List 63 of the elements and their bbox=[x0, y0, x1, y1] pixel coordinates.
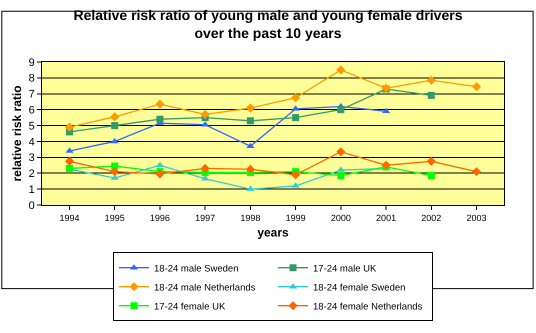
point bbox=[156, 162, 164, 168]
y-tick-label: 7 bbox=[28, 88, 35, 101]
point bbox=[200, 110, 210, 119]
x-tick-label: 1995 bbox=[104, 212, 125, 223]
y-tick-label: 4 bbox=[28, 136, 35, 148]
x-tick-label: 1999 bbox=[286, 212, 306, 223]
point bbox=[291, 93, 300, 102]
point bbox=[201, 121, 210, 127]
point bbox=[64, 122, 74, 132]
x-tick-label: 2003 bbox=[466, 212, 487, 223]
point bbox=[426, 76, 436, 85]
y-axis-title: relative risk ratio bbox=[10, 85, 24, 182]
point bbox=[246, 104, 255, 113]
y-tick-label: 9 bbox=[28, 56, 35, 69]
point bbox=[426, 156, 436, 166]
point bbox=[291, 170, 300, 180]
y-tick-label: 1 bbox=[28, 184, 35, 196]
point bbox=[111, 122, 118, 130]
x-tick-label: 2002 bbox=[421, 212, 442, 223]
point bbox=[200, 164, 210, 174]
legend-label: 18-24 male Sweden bbox=[154, 263, 238, 274]
y-tick-label: 8 bbox=[28, 72, 35, 85]
legend-label: 18-24 male Netherlands bbox=[154, 282, 256, 294]
point bbox=[336, 147, 346, 156]
point bbox=[156, 116, 164, 123]
point bbox=[110, 112, 120, 122]
chart-title: Relative risk ratio of young male and young female drivers over the past 10 years bbox=[73, 6, 463, 42]
point bbox=[155, 100, 164, 109]
x-tick-label: 1994 bbox=[59, 212, 80, 223]
point bbox=[201, 175, 210, 181]
point bbox=[337, 106, 344, 114]
point bbox=[428, 92, 435, 99]
y-tick-label: 3 bbox=[28, 152, 35, 164]
point bbox=[337, 172, 344, 180]
point bbox=[336, 65, 346, 74]
y-tick-label: 0 bbox=[28, 200, 35, 212]
point bbox=[292, 182, 300, 188]
legend-label: 17-24 male UK bbox=[313, 263, 378, 274]
x-tick-label: 2001 bbox=[376, 212, 396, 223]
point bbox=[64, 156, 74, 166]
legend-label: 17-24 female UK bbox=[154, 301, 226, 312]
point bbox=[246, 164, 255, 174]
point bbox=[110, 138, 119, 144]
x-tick-label: 1997 bbox=[195, 212, 216, 223]
point bbox=[292, 105, 300, 111]
point bbox=[110, 167, 120, 176]
point bbox=[382, 108, 390, 114]
point bbox=[292, 114, 300, 122]
point bbox=[472, 167, 482, 176]
y-tick-label: 5 bbox=[28, 120, 35, 132]
point bbox=[472, 82, 482, 92]
legend-label: 18-24 female Sweden bbox=[313, 282, 406, 294]
point bbox=[246, 117, 254, 124]
point bbox=[382, 160, 391, 170]
x-axis-title: years bbox=[257, 226, 290, 240]
point bbox=[155, 169, 164, 179]
legend-label: 18-24 female Netherlands bbox=[313, 301, 423, 312]
x-tick-label: 2000 bbox=[330, 212, 351, 223]
x-tick-label: 1996 bbox=[150, 212, 170, 223]
y-tick-label: 6 bbox=[28, 104, 35, 117]
point bbox=[428, 172, 435, 180]
x-tick-label: 1998 bbox=[240, 212, 260, 223]
y-tick-label: 2 bbox=[28, 168, 35, 180]
